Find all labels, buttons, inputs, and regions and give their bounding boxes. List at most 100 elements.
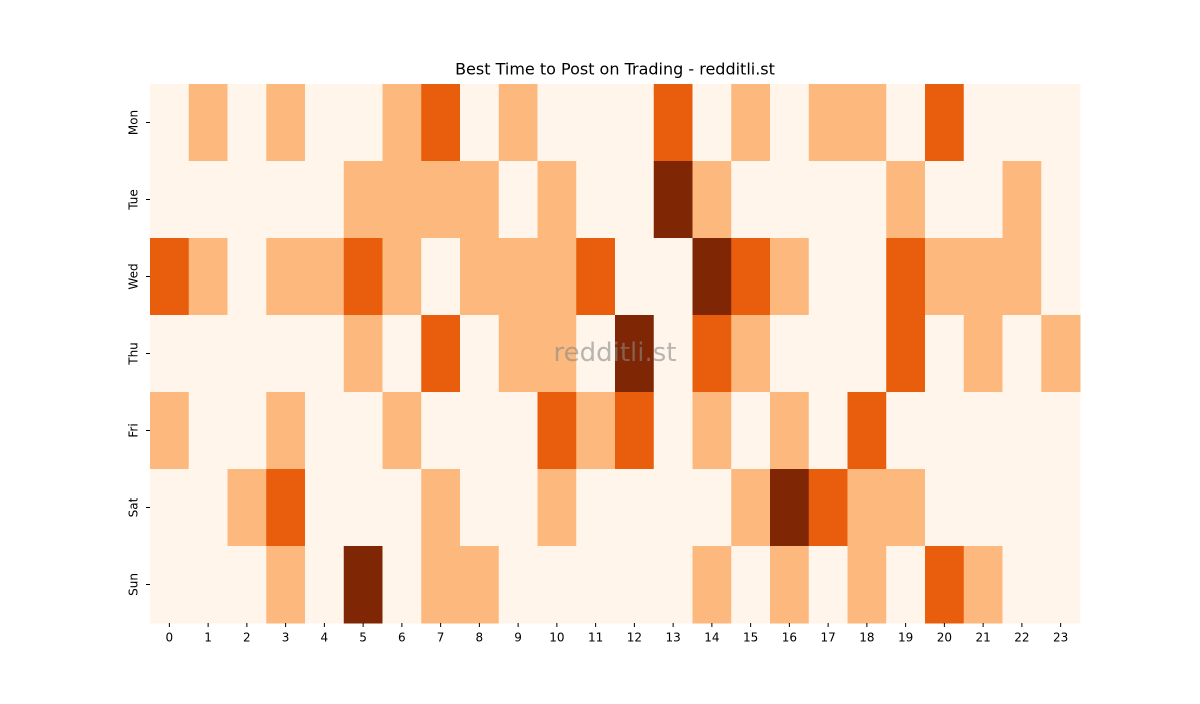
heatmap-cell bbox=[963, 546, 1003, 624]
heatmap-cell bbox=[653, 84, 693, 162]
y-tick-label: Sun bbox=[127, 573, 141, 596]
heatmap-cell bbox=[692, 315, 732, 393]
heatmap-cell bbox=[653, 469, 693, 547]
x-tick-label: 0 bbox=[166, 631, 174, 645]
heatmap-cell bbox=[227, 315, 267, 393]
heatmap-cell bbox=[305, 469, 345, 547]
heatmap-cell bbox=[692, 238, 732, 316]
heatmap-cell bbox=[963, 84, 1003, 162]
heatmap-cell bbox=[150, 469, 190, 547]
heatmap-cell bbox=[808, 469, 848, 547]
heatmap-cell bbox=[460, 84, 500, 162]
heatmap-cell bbox=[576, 84, 616, 162]
heatmap-cell bbox=[770, 392, 810, 470]
heatmap-cell bbox=[227, 392, 267, 470]
heatmap-cell bbox=[421, 84, 461, 162]
heatmap-cell bbox=[227, 469, 267, 547]
heatmap-cell bbox=[421, 315, 461, 393]
heatmap-cell bbox=[1041, 84, 1081, 162]
y-tick-label: Mon bbox=[127, 110, 141, 135]
heatmap-cell bbox=[653, 315, 693, 393]
heatmap-cell bbox=[925, 469, 965, 547]
y-tick-label: Wed bbox=[127, 263, 141, 289]
x-tick-label: 3 bbox=[282, 631, 290, 645]
heatmap-cell bbox=[925, 546, 965, 624]
heatmap-cell bbox=[227, 238, 267, 316]
heatmap-cell bbox=[498, 315, 538, 393]
heatmap-cell bbox=[653, 161, 693, 239]
x-tick-label: 11 bbox=[588, 631, 603, 645]
heatmap-cell bbox=[963, 161, 1003, 239]
heatmap-cell bbox=[770, 238, 810, 316]
heatmap-cell bbox=[421, 546, 461, 624]
x-tick-label: 19 bbox=[898, 631, 913, 645]
heatmap-cell bbox=[188, 84, 228, 162]
x-tick-label: 12 bbox=[627, 631, 642, 645]
x-tick-label: 13 bbox=[665, 631, 680, 645]
heatmap-cell bbox=[847, 469, 887, 547]
heatmap-cell bbox=[421, 238, 461, 316]
heatmap-cell bbox=[615, 392, 655, 470]
heatmap-cell bbox=[653, 546, 693, 624]
heatmap-cell bbox=[537, 546, 577, 624]
heatmap-cell bbox=[150, 84, 190, 162]
heatmap-cell bbox=[421, 469, 461, 547]
heatmap-cell bbox=[576, 392, 616, 470]
heatmap-cell bbox=[266, 392, 306, 470]
heatmap-cell bbox=[305, 546, 345, 624]
heatmap-cell bbox=[343, 546, 383, 624]
heatmap-cell bbox=[770, 315, 810, 393]
heatmap-cell bbox=[305, 84, 345, 162]
watermark: redditli.st bbox=[554, 338, 677, 368]
heatmap-cell bbox=[692, 161, 732, 239]
heatmap-cell bbox=[382, 546, 422, 624]
x-tick-label: 4 bbox=[321, 631, 329, 645]
heatmap-cells bbox=[150, 84, 1081, 624]
heatmap-cell bbox=[1041, 546, 1081, 624]
heatmap-cell bbox=[847, 546, 887, 624]
heatmap-cell bbox=[227, 546, 267, 624]
y-tick-label: Tue bbox=[127, 189, 141, 211]
heatmap-cell bbox=[382, 392, 422, 470]
heatmap-cell bbox=[1002, 238, 1042, 316]
x-tick-label: 6 bbox=[398, 631, 406, 645]
heatmap-cell bbox=[343, 469, 383, 547]
heatmap-cell bbox=[460, 161, 500, 239]
heatmap-cell bbox=[266, 546, 306, 624]
heatmap-cell bbox=[150, 392, 190, 470]
heatmap-cell bbox=[731, 238, 771, 316]
heatmap-cell bbox=[382, 84, 422, 162]
heatmap-cell bbox=[770, 546, 810, 624]
heatmap-cell bbox=[770, 84, 810, 162]
heatmap-cell bbox=[150, 315, 190, 393]
heatmap-cell bbox=[150, 161, 190, 239]
heatmap-cell bbox=[808, 546, 848, 624]
heatmap-cell bbox=[692, 469, 732, 547]
x-tick-label: 22 bbox=[1014, 631, 1029, 645]
heatmap-cell bbox=[537, 469, 577, 547]
heatmap-cell bbox=[460, 238, 500, 316]
heatmap-cell bbox=[1002, 161, 1042, 239]
heatmap-cell bbox=[498, 161, 538, 239]
heatmap-cell bbox=[1002, 469, 1042, 547]
heatmap-cell bbox=[305, 392, 345, 470]
heatmap-cell bbox=[188, 546, 228, 624]
heatmap-cell bbox=[692, 546, 732, 624]
y-tick-label: Sat bbox=[127, 497, 141, 517]
heatmap-cell bbox=[460, 315, 500, 393]
heatmap-cell bbox=[227, 84, 267, 162]
heatmap-cell bbox=[498, 392, 538, 470]
heatmap-cell bbox=[925, 161, 965, 239]
chart-title: Best Time to Post on Trading - redditli.… bbox=[455, 60, 775, 79]
heatmap-cell bbox=[886, 161, 926, 239]
heatmap-cell bbox=[963, 238, 1003, 316]
heatmap-cell bbox=[653, 238, 693, 316]
heatmap-cell bbox=[576, 161, 616, 239]
heatmap-cell bbox=[421, 392, 461, 470]
heatmap-cell bbox=[150, 546, 190, 624]
heatmap-cell bbox=[188, 238, 228, 316]
heatmap-cell bbox=[343, 392, 383, 470]
heatmap-cell bbox=[188, 469, 228, 547]
heatmap-cell bbox=[343, 161, 383, 239]
